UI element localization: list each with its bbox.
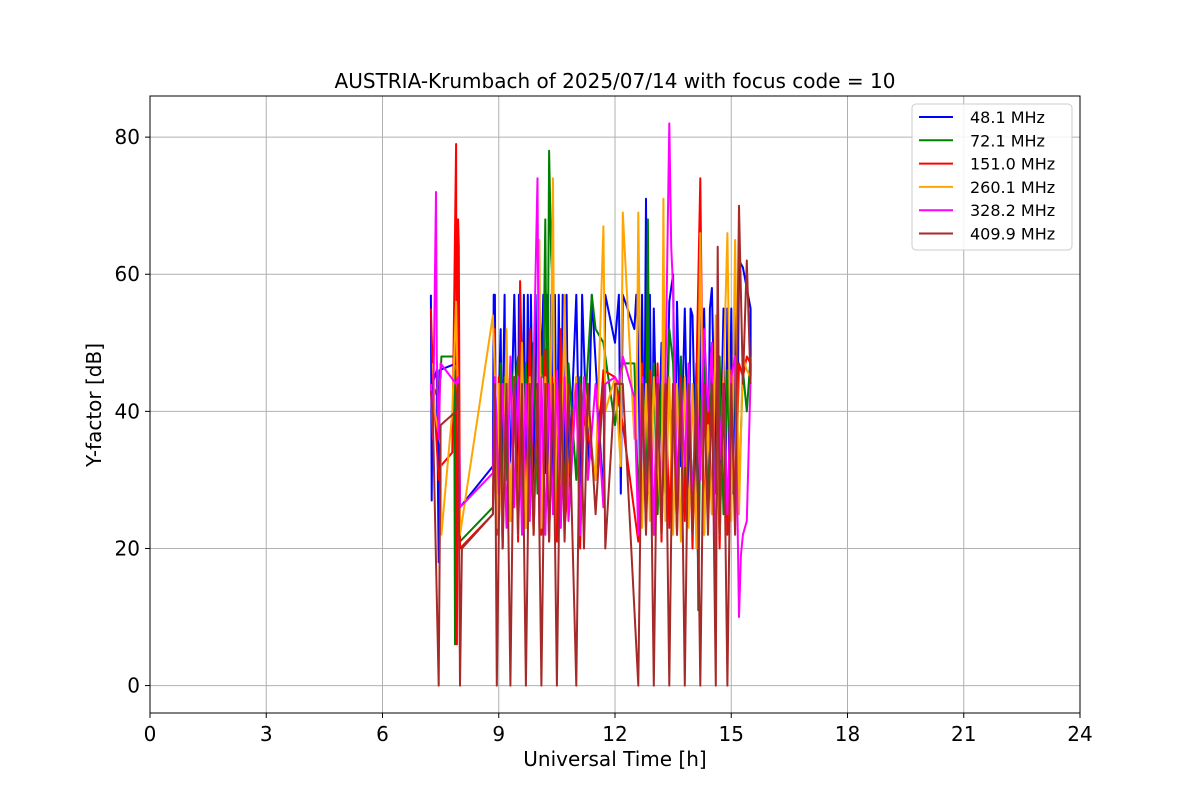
legend-label-4: 328.2 MHz [970,201,1055,220]
legend-label-5: 409.9 MHz [970,225,1055,244]
y-axis-label: Y-factor [dB] [82,343,106,468]
x-tick-label-1: 3 [260,722,273,746]
x-tick-label-2: 6 [376,722,389,746]
legend-label-0: 48.1 MHz [970,108,1045,127]
legend-label-1: 72.1 MHz [970,131,1045,150]
y-tick-labels: 0 20 40 60 80 [115,125,140,697]
legend-label-3: 260.1 MHz [970,178,1055,197]
y-tick-label-1: 20 [115,536,140,560]
x-tick-label-7: 21 [951,722,976,746]
x-axis-label: Universal Time [h] [523,747,706,771]
x-tick-label-6: 18 [835,722,860,746]
x-tick-label-4: 12 [602,722,627,746]
legend-label-2: 151.0 MHz [970,155,1055,174]
x-tick-labels: 0 3 6 9 12 15 18 21 24 [144,722,1093,746]
legend: 48.1 MHz 72.1 MHz 151.0 MHz 260.1 MHz 328.2… [911,103,1073,251]
x-tick-label-8: 24 [1067,722,1092,746]
y-tick-label-2: 40 [115,399,140,423]
chart-series [429,122,752,687]
series-line-5 [429,204,752,687]
y-tick-label-4: 80 [115,125,140,149]
series-line-4 [429,122,752,618]
chart-title: AUSTRIA-Krumbach of 2025/07/14 with focu… [335,69,896,93]
x-tick-label-3: 9 [492,722,505,746]
y-tick-label-0: 0 [127,674,140,698]
x-tick-label-5: 15 [719,722,744,746]
chart-axes [145,95,1081,718]
y-tick-label-3: 60 [115,262,140,286]
x-tick-label-0: 0 [144,722,157,746]
